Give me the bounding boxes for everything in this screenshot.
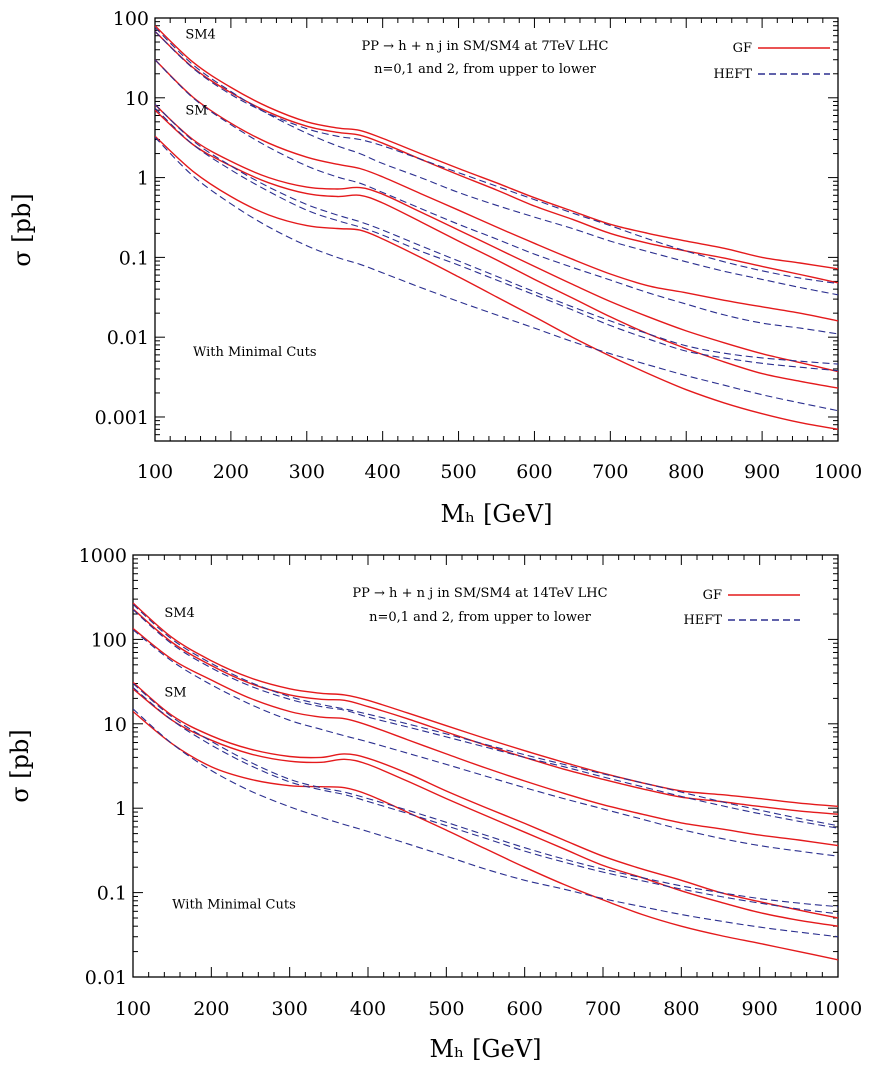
annotation-2: With Minimal Cuts bbox=[193, 345, 317, 360]
gf-series-line-1 bbox=[155, 30, 838, 284]
plot-frame bbox=[132, 554, 839, 978]
annotation-1: SM bbox=[164, 686, 186, 701]
heft-series-line-7 bbox=[155, 31, 838, 285]
heft-series-line-9 bbox=[155, 103, 838, 365]
y-axis-label: σ [pb] bbox=[6, 729, 34, 802]
y-tick-label: 100 bbox=[113, 8, 149, 30]
legend-label-heft: HEFT bbox=[713, 67, 752, 82]
gf-series-line-4 bbox=[155, 109, 838, 389]
x-tick-label: 400 bbox=[365, 461, 401, 483]
y-tick-label: 1 bbox=[115, 798, 127, 820]
y-tick-label: 1 bbox=[137, 168, 149, 190]
gf-series-line-0 bbox=[155, 25, 838, 270]
x-tick-label: 700 bbox=[592, 461, 628, 483]
gf-series-line-3 bbox=[133, 681, 838, 919]
x-tick-label: 700 bbox=[585, 998, 621, 1020]
annotation-0: SM4 bbox=[164, 606, 195, 621]
y-tick-label: 10 bbox=[125, 88, 149, 110]
legend-label-gf: GF bbox=[733, 41, 752, 56]
x-tick-label: 200 bbox=[213, 461, 249, 483]
gf-series-line-3 bbox=[155, 104, 838, 373]
gf-series-line-5 bbox=[133, 710, 838, 961]
heft-series-line-10 bbox=[133, 686, 838, 915]
annotation-1: SM bbox=[185, 103, 207, 118]
x-tick-label: 500 bbox=[428, 998, 464, 1020]
heft-series-line-11 bbox=[133, 708, 838, 938]
chart-subtitle: n=0,1 and 2, from upper to lower bbox=[374, 62, 597, 77]
x-tick-label: 300 bbox=[272, 998, 308, 1020]
x-tick-label: 100 bbox=[115, 998, 151, 1020]
y-axis-label: σ [pb] bbox=[8, 193, 36, 266]
x-tick-label: 500 bbox=[440, 461, 476, 483]
heft-series-line-6 bbox=[133, 603, 838, 827]
x-tick-label: 600 bbox=[507, 998, 543, 1020]
gf-series-line-5 bbox=[155, 135, 838, 430]
x-tick-label: 900 bbox=[744, 461, 780, 483]
heft-series-line-7 bbox=[133, 609, 838, 829]
x-tick-label: 900 bbox=[742, 998, 778, 1020]
chart-title: PP → h + n j in SM/SM4 at 14TeV LHC bbox=[352, 586, 607, 601]
gf-series-line-0 bbox=[133, 602, 838, 808]
gf-series-line-2 bbox=[155, 59, 838, 322]
chart-title: PP → h + n j in SM/SM4 at 7TeV LHC bbox=[362, 39, 609, 54]
chart-7tev: 100 200 300 400 500 600 700 800 900 1000 0.001 0.01… bbox=[8, 8, 862, 528]
x-axis-label: Mₕ [GeV] bbox=[440, 500, 552, 528]
legend-label-heft: HEFT bbox=[683, 613, 722, 628]
series-group bbox=[155, 25, 838, 430]
gf-series-line-1 bbox=[133, 608, 838, 815]
legend-label-gf: GF bbox=[703, 588, 722, 603]
x-tick-label: 1000 bbox=[814, 461, 862, 483]
y-tick-label: 0.01 bbox=[85, 967, 127, 989]
x-tick-label: 200 bbox=[193, 998, 229, 1020]
chart-14tev: 100 200 300 400 500 600 700 800 900 1000 0.01 0.1 1 1… bbox=[6, 545, 862, 1063]
heft-series-line-10 bbox=[155, 107, 838, 372]
x-tick-label: 100 bbox=[137, 461, 173, 483]
x-tick-label: 600 bbox=[516, 461, 552, 483]
y-tick-label: 10 bbox=[103, 714, 127, 736]
heft-series-line-6 bbox=[155, 27, 838, 296]
y-tick-label: 0.1 bbox=[119, 247, 149, 269]
plot-frame bbox=[154, 17, 839, 442]
heft-series-line-11 bbox=[155, 136, 838, 412]
x-tick-label: 300 bbox=[289, 461, 325, 483]
series-group bbox=[133, 602, 838, 961]
x-tick-label: 1000 bbox=[814, 998, 862, 1020]
heft-series-line-9 bbox=[133, 683, 838, 908]
annotation-0: SM4 bbox=[185, 28, 216, 43]
x-tick-label: 800 bbox=[663, 998, 699, 1020]
y-tick-label: 0.001 bbox=[95, 407, 149, 429]
annotation-2: With Minimal Cuts bbox=[172, 897, 296, 912]
x-tick-label: 800 bbox=[668, 461, 704, 483]
y-tick-label: 0.1 bbox=[97, 883, 127, 905]
heft-series-line-8 bbox=[155, 59, 838, 335]
y-tick-label: 0.01 bbox=[107, 327, 149, 349]
x-tick-label: 400 bbox=[350, 998, 386, 1020]
y-tick-label: 1000 bbox=[79, 545, 127, 567]
y-tick-label: 100 bbox=[91, 629, 127, 651]
heft-series-line-8 bbox=[133, 629, 838, 857]
gf-series-line-2 bbox=[133, 627, 838, 847]
x-axis-label: Mₕ [GeV] bbox=[429, 1035, 541, 1063]
chart-subtitle: n=0,1 and 2, from upper to lower bbox=[369, 610, 592, 625]
gf-series-line-4 bbox=[133, 688, 838, 927]
